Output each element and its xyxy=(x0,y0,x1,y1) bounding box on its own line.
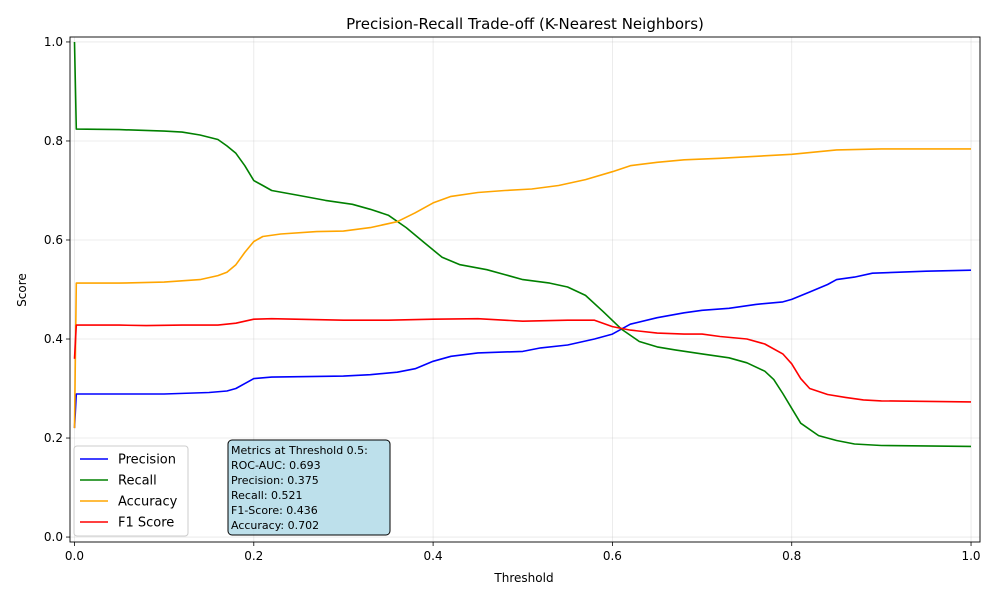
series-line-accuracy xyxy=(73,148,971,429)
x-tick-label: 0.2 xyxy=(244,549,263,563)
legend-label: F1 Score xyxy=(118,516,174,531)
annotation-line: Recall: 0.521 xyxy=(231,489,303,502)
x-tick-label: 0.4 xyxy=(424,549,443,563)
annotation-background xyxy=(227,439,391,536)
x-tick-label: 0.0 xyxy=(65,549,84,563)
y-tick-label: 0.0 xyxy=(44,530,63,544)
series-line-f1-score xyxy=(73,317,972,403)
annotation-line: Precision: 0.375 xyxy=(231,474,319,487)
series-line-recall xyxy=(73,41,972,448)
x-tick-label: 0.8 xyxy=(782,549,801,563)
y-tick-label: 0.4 xyxy=(44,332,63,346)
legend-label: Accuracy xyxy=(118,495,178,510)
x-axis-ticks: 0.0 0.2 0.4 0.6 0.8 1.0 xyxy=(65,542,981,563)
legend-label: Precision xyxy=(118,453,176,468)
annotation-line: Metrics at Threshold 0.5: xyxy=(231,444,368,457)
y-tick-label: 0.6 xyxy=(44,233,63,247)
y-axis-ticks: 0.0 0.2 0.4 0.6 0.8 1.0 xyxy=(44,35,70,544)
y-tick-label: 0.2 xyxy=(44,431,63,445)
grid xyxy=(70,37,980,542)
chart-title: Precision-Recall Trade-off (K-Nearest Ne… xyxy=(346,15,704,33)
annotation-line: F1-Score: 0.436 xyxy=(231,504,318,517)
y-tick-label: 1.0 xyxy=(44,35,63,49)
plot-frame xyxy=(69,36,981,543)
metrics-annotation-box: Metrics at Threshold 0.5: ROC-AUC: 0.693 P… xyxy=(227,439,391,536)
y-tick-label: 0.8 xyxy=(44,134,63,148)
x-axis-label: Threshold xyxy=(493,571,553,585)
y-axis-label: Score xyxy=(15,273,29,307)
legend-box xyxy=(73,445,189,537)
annotation-line: ROC-AUC: 0.693 xyxy=(231,459,321,472)
series-line-precision xyxy=(73,269,972,429)
annotation-line: Accuracy: 0.702 xyxy=(231,519,319,532)
series-lines xyxy=(73,41,972,448)
legend-label: Recall xyxy=(118,474,157,489)
x-tick-label: 0.6 xyxy=(603,549,622,563)
x-tick-label: 1.0 xyxy=(961,549,980,563)
legend: Precision Recall Accuracy F1 Score xyxy=(73,445,189,537)
